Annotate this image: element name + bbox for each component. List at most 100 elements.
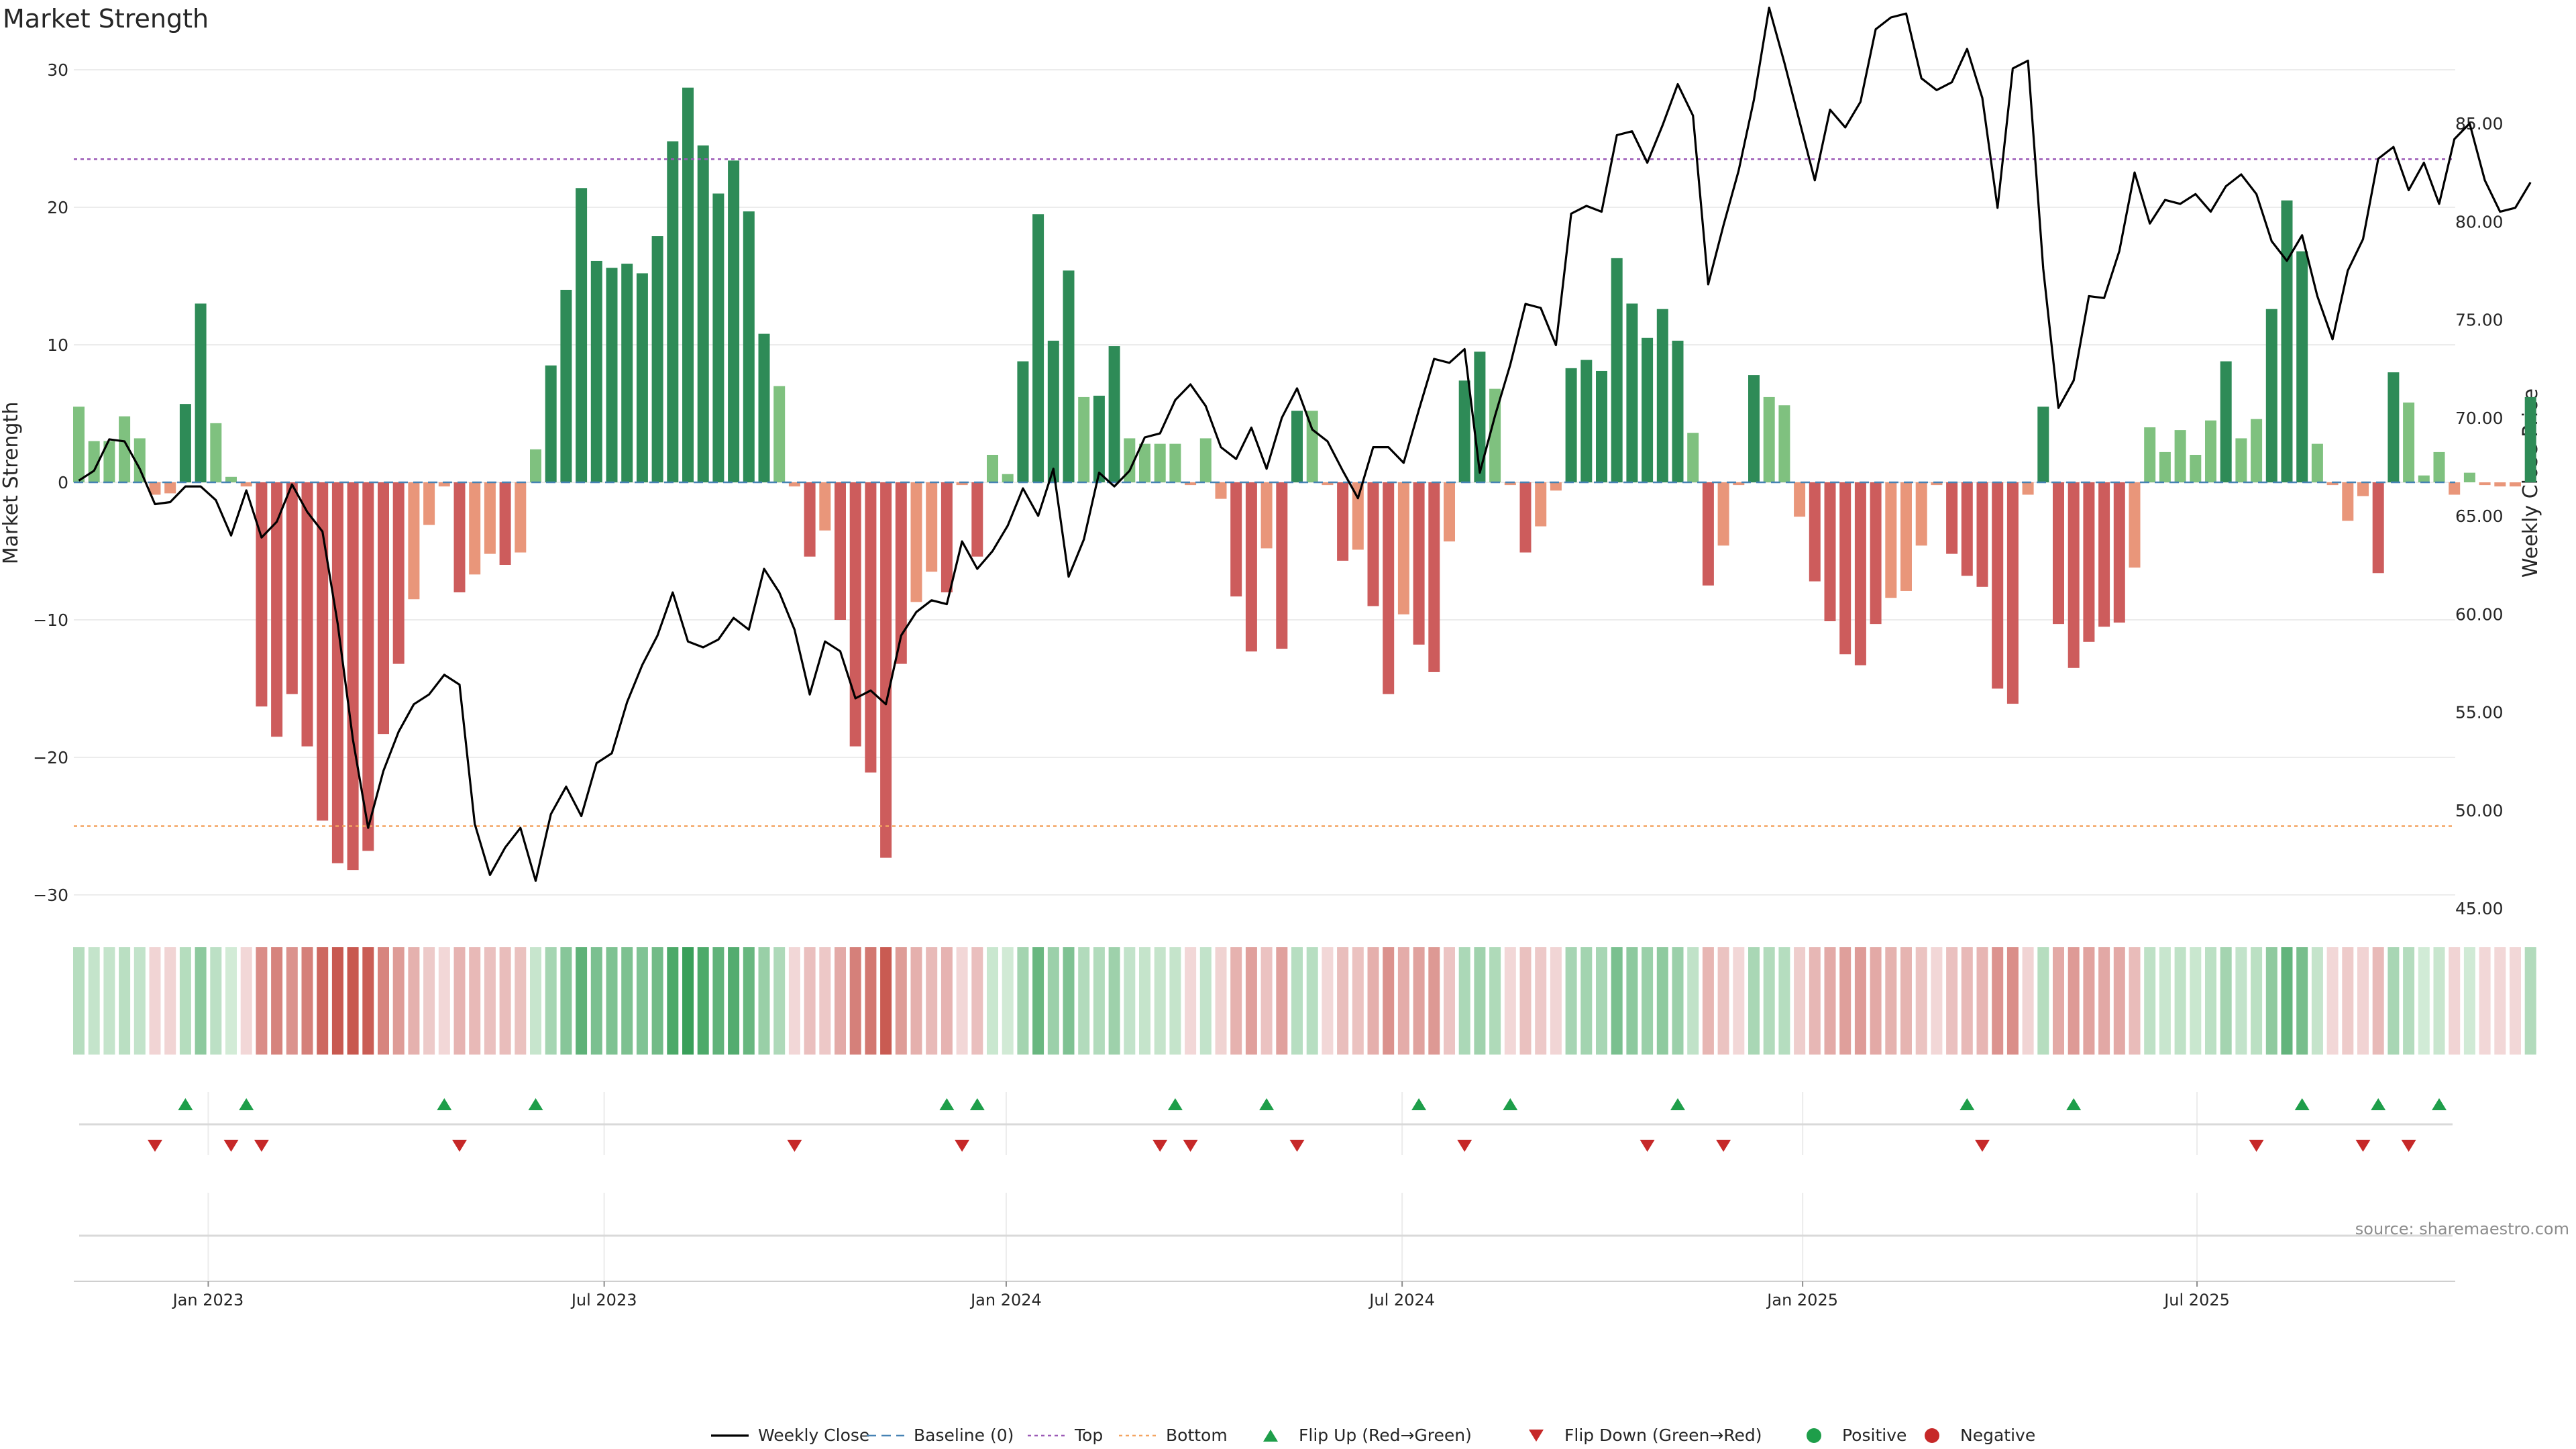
strength-bar: [2174, 430, 2186, 482]
heat-cell: [667, 947, 679, 1055]
heat-cell: [1458, 947, 1470, 1055]
heat-cell: [2129, 947, 2141, 1055]
heat-cell: [926, 947, 938, 1055]
heat-cell: [1093, 947, 1105, 1055]
strength-bar: [240, 482, 252, 487]
strength-bar: [697, 145, 709, 482]
heat-cell: [1748, 947, 1760, 1055]
strength-bar: [1931, 482, 1943, 486]
heat-cell: [1961, 947, 1973, 1055]
x-tick-label: Jan 2024: [969, 1291, 1042, 1309]
strength-bar: [301, 482, 313, 747]
strength-bar: [1322, 482, 1334, 486]
strength-bar: [408, 482, 420, 600]
strength-bar: [1976, 482, 1988, 587]
strength-bar: [1063, 270, 1075, 482]
legend-swatch-positive: [1807, 1428, 1821, 1443]
strength-bar: [758, 333, 770, 482]
heat-cell: [1291, 947, 1303, 1055]
legend-swatch-flip-up: [1263, 1430, 1278, 1442]
strength-bar: [1900, 482, 1912, 591]
strength-bar: [835, 482, 846, 620]
y-tick-label: 0: [58, 473, 68, 492]
strength-bar: [2144, 427, 2156, 482]
heat-cell: [1733, 947, 1745, 1055]
heat-cell: [378, 947, 389, 1055]
y2-tick-label: 50.00: [2455, 801, 2504, 820]
flip-down-marker: [1183, 1140, 1198, 1152]
heat-cell: [392, 947, 405, 1055]
strength-bar: [1748, 375, 1760, 482]
strength-bar: [1611, 258, 1623, 482]
heat-cell: [697, 947, 709, 1055]
heat-cell: [347, 947, 359, 1055]
heat-cell: [2220, 947, 2232, 1055]
strength-bar: [2342, 482, 2354, 521]
heat-cell: [1672, 947, 1684, 1055]
heat-cell: [2494, 947, 2506, 1055]
heat-cell: [1809, 947, 1821, 1055]
flip-up-marker: [2294, 1098, 2310, 1110]
heat-cell: [1489, 947, 1501, 1055]
heat-cell: [2326, 947, 2339, 1055]
heat-cell: [743, 947, 755, 1055]
heat-cell: [1580, 947, 1593, 1055]
strength-bar: [1413, 482, 1425, 645]
strength-bar: [1656, 309, 1668, 482]
heat-cell: [971, 947, 983, 1055]
strength-bar: [880, 482, 892, 858]
strength-bar: [2296, 251, 2308, 482]
flip-up-marker: [2066, 1098, 2082, 1110]
heat-cell: [1276, 947, 1288, 1055]
heat-cell: [1915, 947, 1927, 1055]
flip-down-marker: [1289, 1140, 1305, 1152]
y-tick-label: −10: [33, 610, 68, 630]
x-tick-label: Jan 2023: [172, 1291, 244, 1309]
strength-bar: [2251, 419, 2263, 482]
y-axis-label: Market Strength: [0, 402, 23, 564]
heat-cell: [2418, 947, 2430, 1055]
strength-bar: [1992, 482, 2004, 689]
heat-cell: [240, 947, 252, 1055]
strength-bar: [1474, 352, 1486, 482]
source-label: source: sharemaestro.com: [2355, 1220, 2569, 1238]
strength-bar: [895, 482, 907, 664]
heat-cell: [1337, 947, 1349, 1055]
heat-cell: [453, 947, 466, 1055]
strength-bar: [1565, 368, 1577, 482]
strength-bar: [1854, 482, 1866, 665]
strength-bar: [1139, 443, 1150, 482]
y2-tick-label: 45.00: [2455, 899, 2504, 918]
strength-bar: [2129, 482, 2141, 568]
strength-bar: [2433, 451, 2445, 482]
strength-bar: [2113, 482, 2125, 623]
strength-bar: [667, 141, 679, 482]
legend-label: Negative: [1960, 1426, 2035, 1445]
flip-up-marker: [2371, 1098, 2386, 1110]
heat-cell: [910, 947, 922, 1055]
heat-cell: [636, 947, 648, 1055]
heat-cell: [2083, 947, 2095, 1055]
strength-bar: [515, 482, 527, 553]
heat-cell: [1124, 947, 1136, 1055]
heat-cell: [2342, 947, 2354, 1055]
strength-bar: [849, 482, 861, 747]
strength-bar: [1337, 482, 1349, 561]
strength-bar: [392, 482, 405, 664]
strength-bar: [1352, 482, 1364, 550]
strength-bar: [1824, 482, 1836, 622]
strength-bar: [1763, 396, 1775, 482]
heat-cell: [1717, 947, 1729, 1055]
heat-cell: [2281, 947, 2293, 1055]
heat-cell: [651, 947, 663, 1055]
strength-bar: [865, 482, 877, 773]
legend-swatch-negative: [1925, 1428, 1939, 1443]
strength-bar: [941, 482, 953, 592]
strength-bar: [2311, 443, 2323, 482]
strength-bar: [2281, 200, 2293, 482]
heat-cell: [1185, 947, 1197, 1055]
strength-bar: [2372, 482, 2384, 574]
heat-cell: [1002, 947, 1014, 1055]
heat-cell: [1565, 947, 1577, 1055]
heat-cell: [2387, 947, 2400, 1055]
